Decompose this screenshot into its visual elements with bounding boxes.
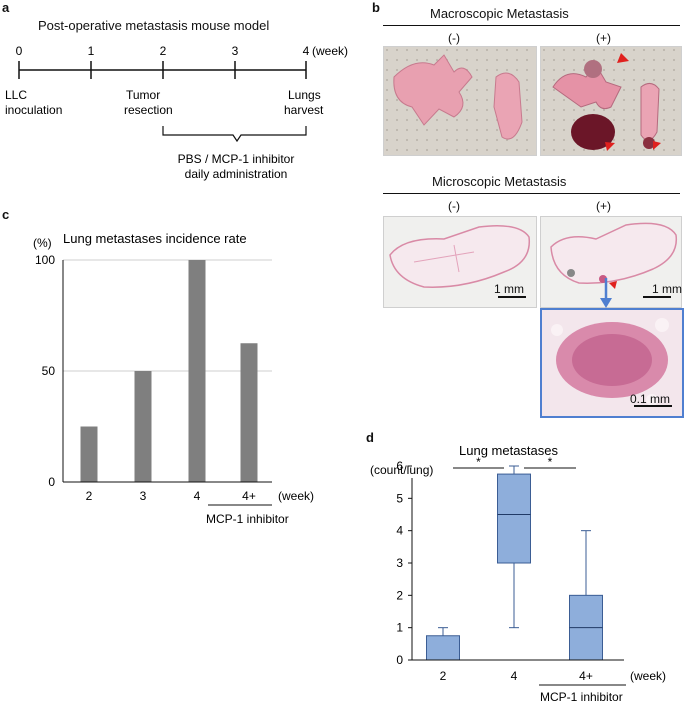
x-tick-label: 4 [194, 489, 201, 503]
micro-neg-label: (-) [448, 199, 460, 213]
macro-title: Macroscopic Metastasis [430, 6, 569, 21]
y-tick-label: 100 [35, 253, 55, 267]
y-tick-label: 4 [396, 524, 403, 538]
macro-rule [383, 25, 680, 26]
event-tumor-line2: resection [124, 103, 173, 117]
x-tick-label: 4 [511, 669, 518, 683]
x-tick-label: 4+ [242, 489, 256, 503]
x-tick-label: 2 [86, 489, 93, 503]
chart-d-ylabel: (count/lung) [370, 463, 433, 477]
treatment-brace [162, 126, 307, 143]
chart-d-xticks: 2 4 4+ [440, 669, 593, 683]
micro-pos-photo [540, 216, 682, 308]
timeline-tick-label: 1 [88, 44, 95, 58]
event-llc-line1: LLC [5, 88, 27, 102]
panel-a-title: Post-operative metastasis mouse model [38, 18, 270, 33]
panel-a-letter: a [2, 0, 10, 15]
bar-week-4+ [240, 343, 258, 482]
arrow-marker-3 [653, 141, 661, 150]
macro-neg-photo [383, 46, 537, 156]
significance-label: * [476, 455, 481, 469]
panel-b-letter: b [372, 0, 380, 15]
micro-title: Microscopic Metastasis [432, 174, 567, 189]
timeline-diagram: 0 1 2 3 4 (week) LLC inoculation Tumor resec… [5, 44, 348, 181]
macro-pos-label: (+) [596, 31, 611, 45]
treatment-line2: daily administration [185, 167, 288, 181]
y-tick-label: 1 [396, 621, 403, 635]
x-tick-label: 2 [440, 669, 447, 683]
micro-neg-photo [383, 216, 537, 308]
arrow-marker-2 [605, 142, 615, 151]
chart-c-bars [80, 260, 258, 482]
macro-pos-photo [540, 46, 682, 156]
chart-c-xlabel: (week) [278, 489, 314, 503]
bar-week-4 [188, 260, 206, 482]
y-tick-label: 6 [396, 459, 403, 473]
event-lungs-line2: harvest [284, 103, 324, 117]
chart-c-ylabel: (%) [33, 236, 52, 250]
chart-d-significance: * * [453, 455, 576, 469]
bar-week-3 [134, 371, 152, 482]
timeline-tick-label: 4 [303, 44, 310, 58]
chart-d-xlabel: (week) [630, 669, 666, 683]
significance-label: * [548, 455, 553, 469]
y-tick-label: 0 [48, 475, 55, 489]
y-tick-label: 2 [396, 588, 403, 602]
incidence-bar-chart: Lung metastases incidence rate (%) 0 50 10… [33, 231, 314, 526]
chart-c-group-label: MCP-1 inhibitor [206, 512, 289, 526]
chart-c-yticks: 0 50 100 [35, 253, 55, 489]
chart-c-gridlines [63, 259, 272, 372]
timeline-unit: (week) [312, 44, 348, 58]
timeline-tick-label: 0 [16, 44, 23, 58]
scale-bar-label-neg: 1 mm [494, 282, 524, 296]
scale-bar-label-pos: 1 mm [652, 282, 682, 296]
box-week-2 [426, 635, 460, 661]
chart-c-xticks: 2 3 4 4+ [86, 489, 256, 503]
macro-neg-label: (-) [448, 31, 460, 45]
chart-d-group-label: MCP-1 inhibitor [540, 690, 623, 703]
treatment-line1: PBS / MCP-1 inhibitor [178, 152, 295, 166]
event-tumor-line1: Tumor [126, 88, 160, 102]
arrow-marker-4 [609, 281, 617, 289]
panel-d-letter: d [366, 430, 374, 445]
x-tick-label: 3 [140, 489, 147, 503]
box-week-4 [497, 473, 531, 564]
arrow-marker-1 [617, 53, 629, 63]
chart-d-yticks: 0 1 2 3 4 5 6 [396, 459, 412, 667]
zoom-arrow [600, 278, 612, 308]
micro-zoom-photo [540, 308, 684, 418]
y-tick-label: 5 [396, 491, 403, 505]
scale-bar-label-zoom: 0.1 mm [630, 392, 671, 406]
timeline-tick-label: 2 [160, 44, 167, 58]
bar-week-2 [80, 426, 98, 482]
chart-d-title: Lung metastases [459, 443, 559, 458]
event-lungs-line1: Lungs [288, 88, 321, 102]
event-llc-line2: inoculation [5, 103, 62, 117]
y-tick-label: 50 [42, 364, 56, 378]
micro-rule [383, 193, 680, 194]
x-tick-label: 4+ [579, 669, 593, 683]
chart-d-boxes [426, 465, 603, 661]
timeline-tick-label: 3 [232, 44, 239, 58]
timeline-ticks: 0 1 2 3 4 [16, 44, 310, 79]
micro-pos-label: (+) [596, 199, 611, 213]
y-tick-label: 3 [396, 556, 403, 570]
y-tick-label: 0 [396, 653, 403, 667]
chart-c-title: Lung metastases incidence rate [63, 231, 247, 246]
panel-c-letter: c [2, 207, 10, 222]
